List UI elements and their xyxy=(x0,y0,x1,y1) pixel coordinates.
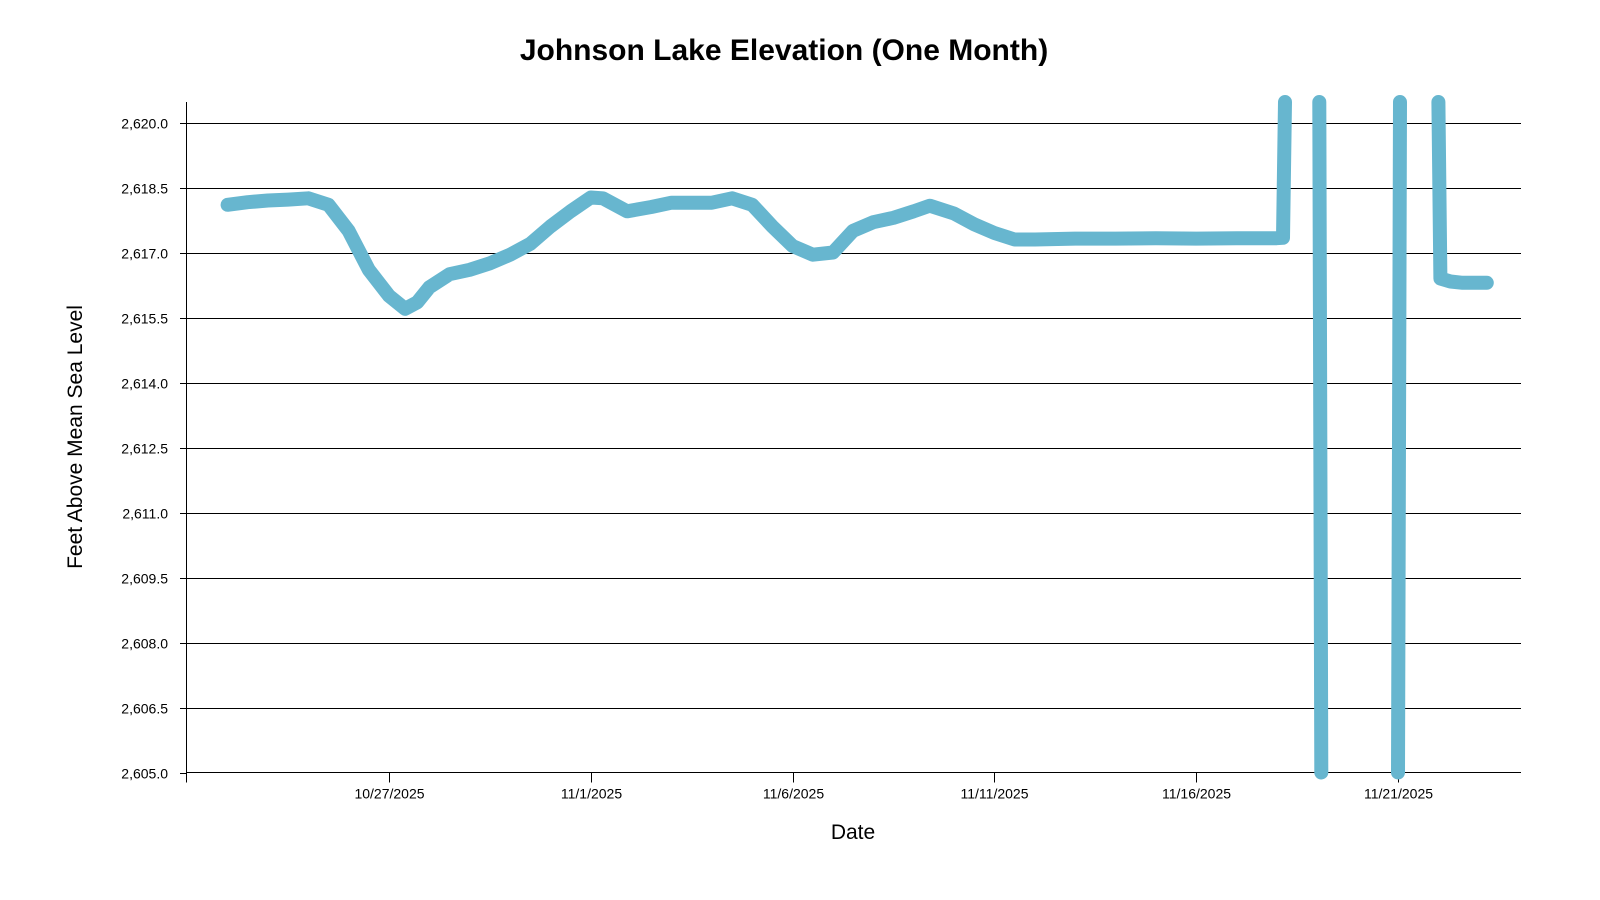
y-tick-label: 2,609.5 xyxy=(121,571,168,587)
x-axis-ticks: 10/27/2025 11/1/2025 11/6/2025 11/11/2025 11… xyxy=(186,772,1433,802)
y-tick-label: 2,608.0 xyxy=(121,636,168,652)
y-tick-label: 2,612.5 xyxy=(121,441,168,457)
y-gridlines xyxy=(186,123,1521,709)
y-tick-label: 2,617.0 xyxy=(121,246,168,262)
x-tick-label: 11/1/2025 xyxy=(561,786,622,802)
y-tick-label: 2,605.0 xyxy=(121,766,168,782)
data-series xyxy=(220,95,1494,780)
series-line-3 xyxy=(1391,95,1407,780)
series-line-4 xyxy=(1431,95,1494,290)
y-tick-label: 2,618.5 xyxy=(121,181,168,197)
x-tick-label: 10/27/2025 xyxy=(354,786,424,802)
y-tick-label: 2,611.0 xyxy=(122,506,168,522)
y-tick-label: 2,620.0 xyxy=(121,116,168,132)
y-tick-label: 2,606.5 xyxy=(121,701,168,717)
y-axis-ticks: 2,605.0 2,606.5 2,608.0 2,609.5 2,611.0 2,612… xyxy=(121,116,186,782)
y-tick-label: 2,614.0 xyxy=(121,376,168,392)
x-tick-label: 11/6/2025 xyxy=(763,786,824,802)
series-line-1 xyxy=(220,95,1292,316)
x-axis-label: Date xyxy=(831,821,875,844)
x-tick-label: 11/21/2025 xyxy=(1364,786,1433,802)
y-axis-label: Feet Above Mean Sea Level xyxy=(64,305,87,569)
series-line-2 xyxy=(1312,95,1329,780)
x-tick-label: 11/11/2025 xyxy=(961,786,1029,802)
y-tick-label: 2,615.5 xyxy=(121,311,168,327)
chart-title: Johnson Lake Elevation (One Month) xyxy=(520,34,1048,67)
x-tick-label: 11/16/2025 xyxy=(1162,786,1231,802)
